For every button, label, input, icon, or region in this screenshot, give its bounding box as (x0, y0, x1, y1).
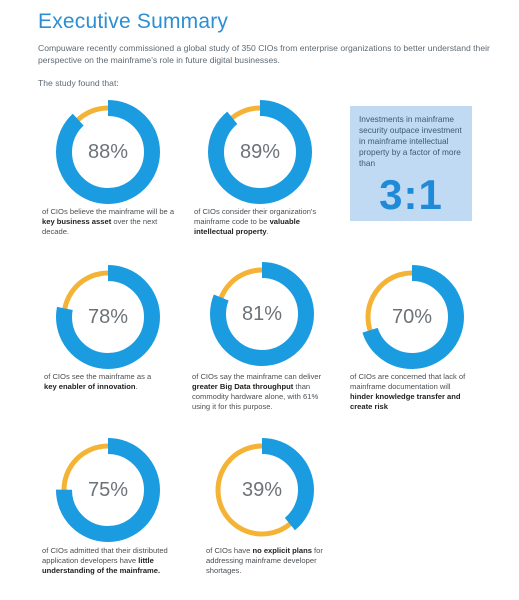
donut-ring: 81% (210, 262, 314, 366)
donut-chart (56, 100, 160, 204)
stat-percentage: 78% (87, 305, 129, 328)
stat-caption: of CIOs have no explicit plans for addre… (206, 546, 326, 576)
donut-value-arc (210, 438, 314, 542)
stat-caption: of CIOs admitted that their distributed … (42, 546, 172, 576)
stat-card: 88% of CIOs believe the mainframe will b… (42, 100, 200, 250)
caption-emphasis: valuable intellectual property (194, 217, 300, 236)
caption-text: of CIOs admitted that their distributed … (42, 546, 168, 565)
stat-caption: of CIOs believe the mainframe will be a … (42, 207, 182, 237)
donut-value-arc (56, 100, 160, 204)
stat-percentage: 39% (241, 478, 283, 501)
study-found-label: The study found that: (38, 78, 119, 88)
caption-text: than commodity hardware alone, with 61% … (192, 382, 319, 411)
donut-chart (208, 100, 312, 204)
caption-emphasis: no explicit plans (252, 546, 312, 555)
caption-emphasis: hinder knowledge transfer and create ris… (350, 392, 461, 411)
stat-caption: of CIOs consider their organization's ma… (194, 207, 334, 237)
donut-chart (210, 262, 314, 366)
callout-ratio: 3:1 (379, 171, 443, 218)
donut-chart (56, 438, 160, 542)
donut-chart (56, 265, 160, 369)
stat-card: 78% of CIOs see the mainframe as a key e… (44, 265, 202, 405)
stat-card: 89% of CIOs consider their organization'… (194, 100, 348, 250)
stat-percentage: 89% (239, 140, 281, 163)
caption-text: of CIOs are concerned that lack of mainf… (350, 372, 466, 391)
stat-percentage: 75% (87, 478, 129, 501)
donut-value-arc (210, 262, 314, 366)
stat-caption: of CIOs see the mainframe as a key enabl… (44, 372, 154, 392)
stat-percentage: 81% (241, 302, 283, 325)
stat-card: 81% of CIOs say the mainframe can delive… (192, 262, 348, 422)
intro-paragraph: Compuware recently commissioned a global… (38, 43, 490, 65)
stat-caption: of CIOs are concerned that lack of mainf… (350, 372, 472, 412)
donut-value-arc (360, 265, 464, 369)
caption-emphasis: greater Big Data throughput (192, 382, 294, 391)
caption-text: over the next decade. (42, 217, 158, 236)
caption-emphasis: key business asset (42, 217, 112, 226)
stat-card: 39% of CIOs have no explicit plans for a… (202, 438, 352, 588)
donut-ring: 39% (210, 438, 314, 542)
callout-box: Investments in mainframe security outpac… (350, 106, 472, 221)
caption-emphasis: little understanding of the mainframe. (42, 556, 161, 575)
caption-text: of CIOs consider their organization's ma… (194, 207, 317, 226)
caption-text: of CIOs see the mainframe as a (44, 372, 152, 381)
donut-chart (210, 438, 314, 542)
caption-text: of CIOs have (206, 546, 253, 555)
donut-value-arc (208, 100, 312, 204)
donut-ring: 89% (208, 100, 312, 204)
caption-text: . (135, 382, 138, 391)
donut-chart (360, 265, 464, 369)
stat-caption: of CIOs say the mainframe can deliver gr… (192, 372, 324, 412)
caption-text: of CIOs say the mainframe can deliver (192, 372, 322, 381)
caption-emphasis: key enabler of innovation (44, 382, 136, 391)
donut-ring: 70% (360, 265, 464, 369)
stat-card: 75% of CIOs admitted that their distribu… (42, 438, 200, 588)
caption-text: . (266, 227, 269, 236)
donut-ring: 75% (56, 438, 160, 542)
stat-card: 70% of CIOs are concerned that lack of m… (350, 265, 506, 415)
callout-text: Investments in mainframe security outpac… (359, 114, 462, 168)
donut-ring: 78% (56, 265, 160, 369)
caption-text: of CIOs believe the mainframe will be a (42, 207, 175, 216)
donut-value-arc (56, 265, 160, 369)
donut-ring: 88% (56, 100, 160, 204)
donut-value-arc (56, 438, 160, 542)
stat-percentage: 70% (391, 305, 433, 328)
caption-text: for addressing mainframe developer short… (206, 546, 323, 575)
page-title: Executive Summary (38, 10, 229, 33)
stat-percentage: 88% (87, 140, 129, 163)
